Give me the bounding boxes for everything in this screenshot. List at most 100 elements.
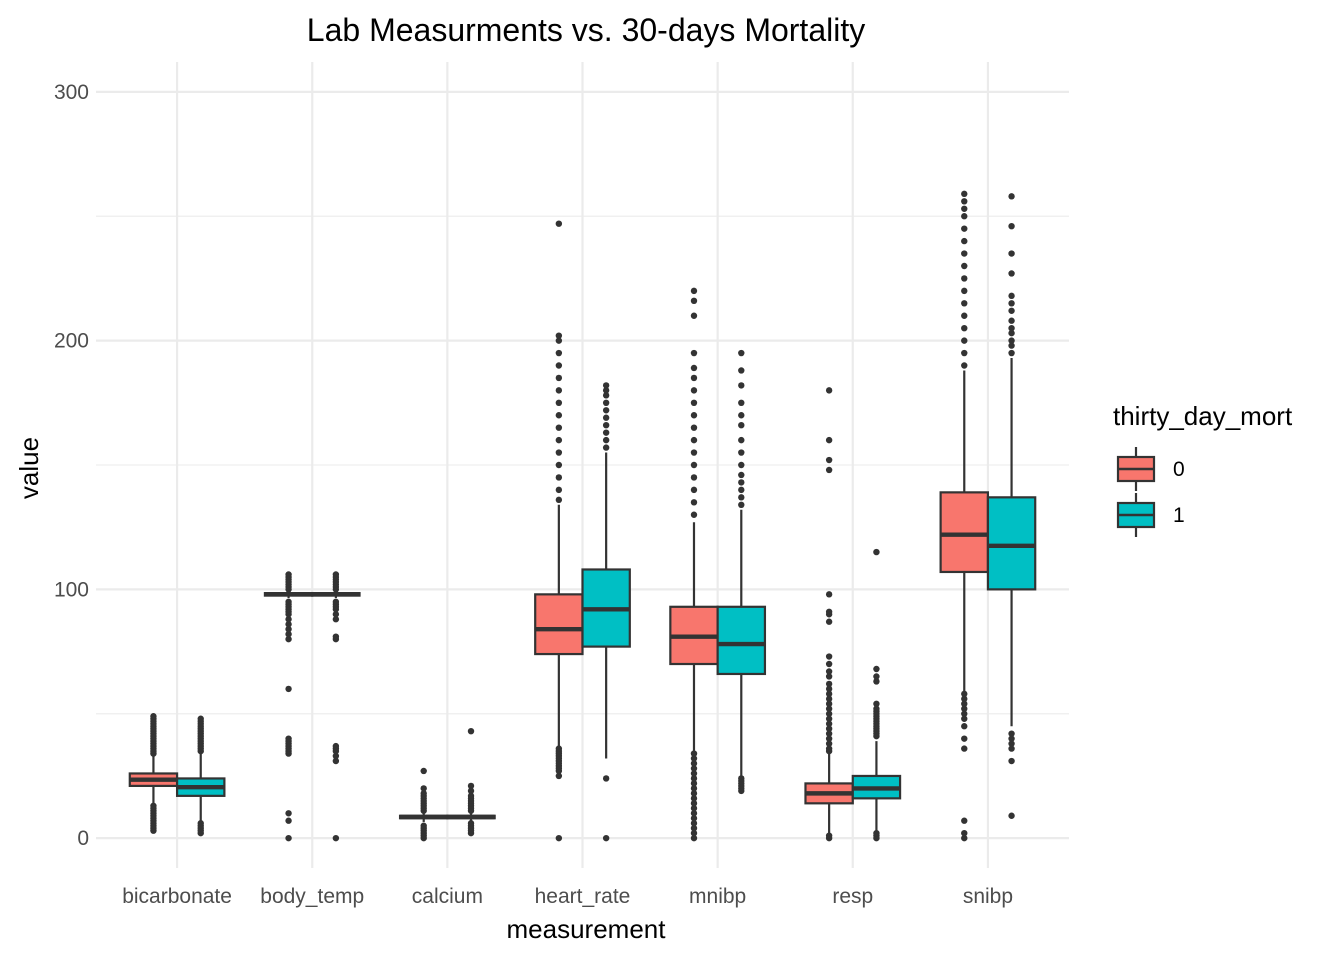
- outlier-point: [150, 713, 157, 720]
- outlier-point: [825, 466, 833, 474]
- outlier-point: [285, 571, 292, 578]
- box-iqr: [534, 593, 584, 656]
- outlier-point: [1008, 222, 1015, 230]
- outlier-point: [555, 220, 563, 227]
- outlier-point: [332, 611, 340, 618]
- outlier-point: [961, 829, 968, 837]
- outlier-point: [1008, 735, 1015, 742]
- outlier-point: [332, 757, 340, 765]
- outlier-point: [690, 805, 698, 812]
- outlier-point: [690, 820, 698, 827]
- outlier-point: [961, 695, 968, 703]
- outlier-point: [825, 387, 833, 394]
- outlier-point: [738, 494, 745, 501]
- outlier-point: [332, 834, 340, 842]
- outlier-point: [961, 700, 968, 708]
- outlier-point: [961, 250, 968, 257]
- x-tick-label: bicarbonate: [122, 885, 232, 908]
- x-tick-label: body_temp: [260, 885, 364, 908]
- box-iqr: [986, 496, 1037, 591]
- outlier-point: [285, 625, 292, 633]
- outlier-point: [690, 349, 698, 357]
- outlier-point: [690, 486, 698, 494]
- outlier-point: [602, 775, 610, 782]
- outlier-point: [961, 237, 968, 245]
- legend-item-0: 0: [1116, 447, 1185, 491]
- outlier-point: [555, 374, 563, 382]
- outlier-point: [961, 715, 968, 722]
- box-resp-0: [804, 387, 854, 842]
- outlier-point: [1008, 193, 1015, 200]
- outlier-point: [467, 727, 475, 735]
- outlier-point: [1008, 300, 1015, 307]
- outlier-point: [825, 695, 833, 703]
- x-tick-label: mnibp: [689, 885, 746, 908]
- outlier-point: [1008, 740, 1015, 747]
- outlier-point: [690, 511, 698, 518]
- box-calcium-0: [398, 767, 449, 842]
- outlier-point: [555, 337, 563, 344]
- outlier-point: [825, 725, 833, 732]
- outlier-point: [1008, 745, 1015, 752]
- outlier-point: [555, 399, 563, 407]
- outlier-point: [690, 755, 698, 762]
- outlier-point: [825, 740, 833, 747]
- y-axis-title: value: [14, 437, 44, 499]
- outlier-point: [285, 834, 292, 842]
- outlier-point: [602, 399, 610, 407]
- outlier-point: [961, 735, 968, 742]
- x-tick-label: snibp: [963, 885, 1013, 908]
- outlier-point: [690, 795, 698, 802]
- outlier-point: [961, 190, 968, 198]
- outlier-point: [873, 700, 880, 708]
- outlier-point: [873, 665, 880, 673]
- outlier-point: [1008, 324, 1015, 332]
- outlier-point: [825, 700, 833, 708]
- outlier-point: [690, 829, 698, 837]
- outlier-point: [1008, 250, 1015, 257]
- x-axis-ticks: bicarbonate body_temp calcium heart_rate mni…: [122, 885, 1013, 908]
- boxplot-layer: [128, 190, 1037, 842]
- outlier-point: [690, 399, 698, 407]
- outlier-point: [825, 608, 833, 615]
- box-body_temp-1: [311, 571, 361, 842]
- outlier-point: [738, 501, 745, 509]
- outlier-point: [690, 780, 698, 787]
- box-snibp-0: [939, 190, 990, 842]
- outlier-point: [825, 680, 833, 688]
- legend-item-1: 1: [1116, 493, 1185, 537]
- x-tick-label: heart_rate: [535, 885, 631, 908]
- legend-label: 0: [1173, 458, 1185, 481]
- box-heart_rate-0: [534, 220, 584, 842]
- outlier-point: [197, 820, 204, 827]
- outlier-point: [961, 205, 968, 212]
- outlier-point: [738, 479, 745, 486]
- outlier-point: [825, 730, 833, 737]
- outlier-point: [825, 591, 833, 598]
- outlier-point: [420, 790, 427, 797]
- box-iqr: [716, 605, 767, 676]
- outlier-point: [285, 616, 292, 623]
- outlier-point: [690, 770, 698, 777]
- outlier-point: [961, 324, 968, 332]
- outlier-point: [690, 424, 698, 431]
- outlier-point: [602, 407, 610, 414]
- outlier-point: [555, 474, 563, 481]
- outlier-point: [961, 690, 968, 698]
- outlier-point: [961, 705, 968, 712]
- outlier-point: [602, 421, 610, 429]
- outlier-point: [285, 810, 292, 817]
- outlier-point: [150, 802, 157, 810]
- outlier-point: [285, 685, 292, 693]
- outlier-point: [825, 715, 833, 722]
- outlier-point: [1008, 757, 1015, 765]
- outlier-point: [690, 474, 698, 481]
- outlier-point: [961, 262, 968, 270]
- outlier-point: [555, 486, 563, 494]
- outlier-point: [738, 349, 745, 357]
- outlier-point: [873, 548, 880, 556]
- legend: thirty_day_mort 0 1: [1113, 401, 1293, 537]
- x-axis-title: measurement: [507, 914, 667, 944]
- outlier-point: [873, 678, 880, 685]
